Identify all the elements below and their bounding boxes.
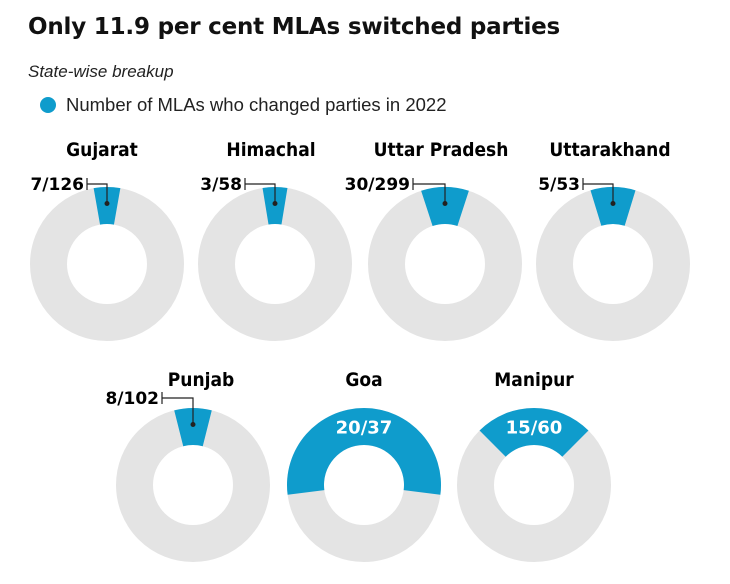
leader-dot <box>190 422 196 427</box>
state-label: Uttarakhand <box>549 139 670 161</box>
leader-dot <box>610 201 616 206</box>
leader-line <box>413 183 446 204</box>
value-label: 20/37 <box>336 418 393 439</box>
donut-manipur: Manipur 15/60 <box>457 369 611 562</box>
leader-line <box>245 183 276 204</box>
state-label: Himachal <box>226 139 315 161</box>
chart-subtitle: State-wise breakup <box>28 62 174 81</box>
legend-label: Number of MLAs who changed parties in 20… <box>66 94 447 115</box>
legend-swatch <box>40 97 56 113</box>
donut-punjab: Punjab 8/102 <box>105 369 270 562</box>
state-label: Punjab <box>168 369 235 391</box>
value-label: 30/299 <box>345 175 410 195</box>
state-label: Gujarat <box>66 139 138 161</box>
donut-slice-changed <box>287 408 441 495</box>
donut-slice-changed <box>479 408 589 457</box>
state-label: Manipur <box>494 369 574 391</box>
leader-dot <box>272 201 278 206</box>
leader-dot <box>104 201 110 206</box>
state-label: Uttar Pradesh <box>374 139 509 161</box>
leader-dot <box>442 201 448 206</box>
donut-gujarat: Gujarat 7/126 <box>30 139 184 341</box>
state-label: Goa <box>345 369 382 391</box>
value-label: 7/126 <box>30 175 84 195</box>
donut-slice-changed <box>174 408 212 447</box>
leader-line <box>87 183 108 204</box>
legend: Number of MLAs who changed parties in 20… <box>40 93 447 117</box>
leader-line <box>162 397 194 425</box>
donut-slice-changed <box>421 187 469 226</box>
value-label: 5/53 <box>538 175 580 195</box>
donut-slice-changed <box>590 187 636 226</box>
donut-himachal: Himachal 3/58 <box>198 139 352 341</box>
value-label: 3/58 <box>200 175 242 195</box>
chart-title: Only 11.9 per cent MLAs switched parties <box>28 14 561 40</box>
donut-uttar-pradesh: Uttar Pradesh 30/299 <box>345 139 522 341</box>
value-label: 15/60 <box>506 418 563 439</box>
leader-line <box>583 183 614 204</box>
donut-uttarakhand: Uttarakhand 5/53 <box>536 139 690 341</box>
value-label: 8/102 <box>105 389 159 409</box>
donut-goa: Goa 20/37 <box>287 369 441 562</box>
